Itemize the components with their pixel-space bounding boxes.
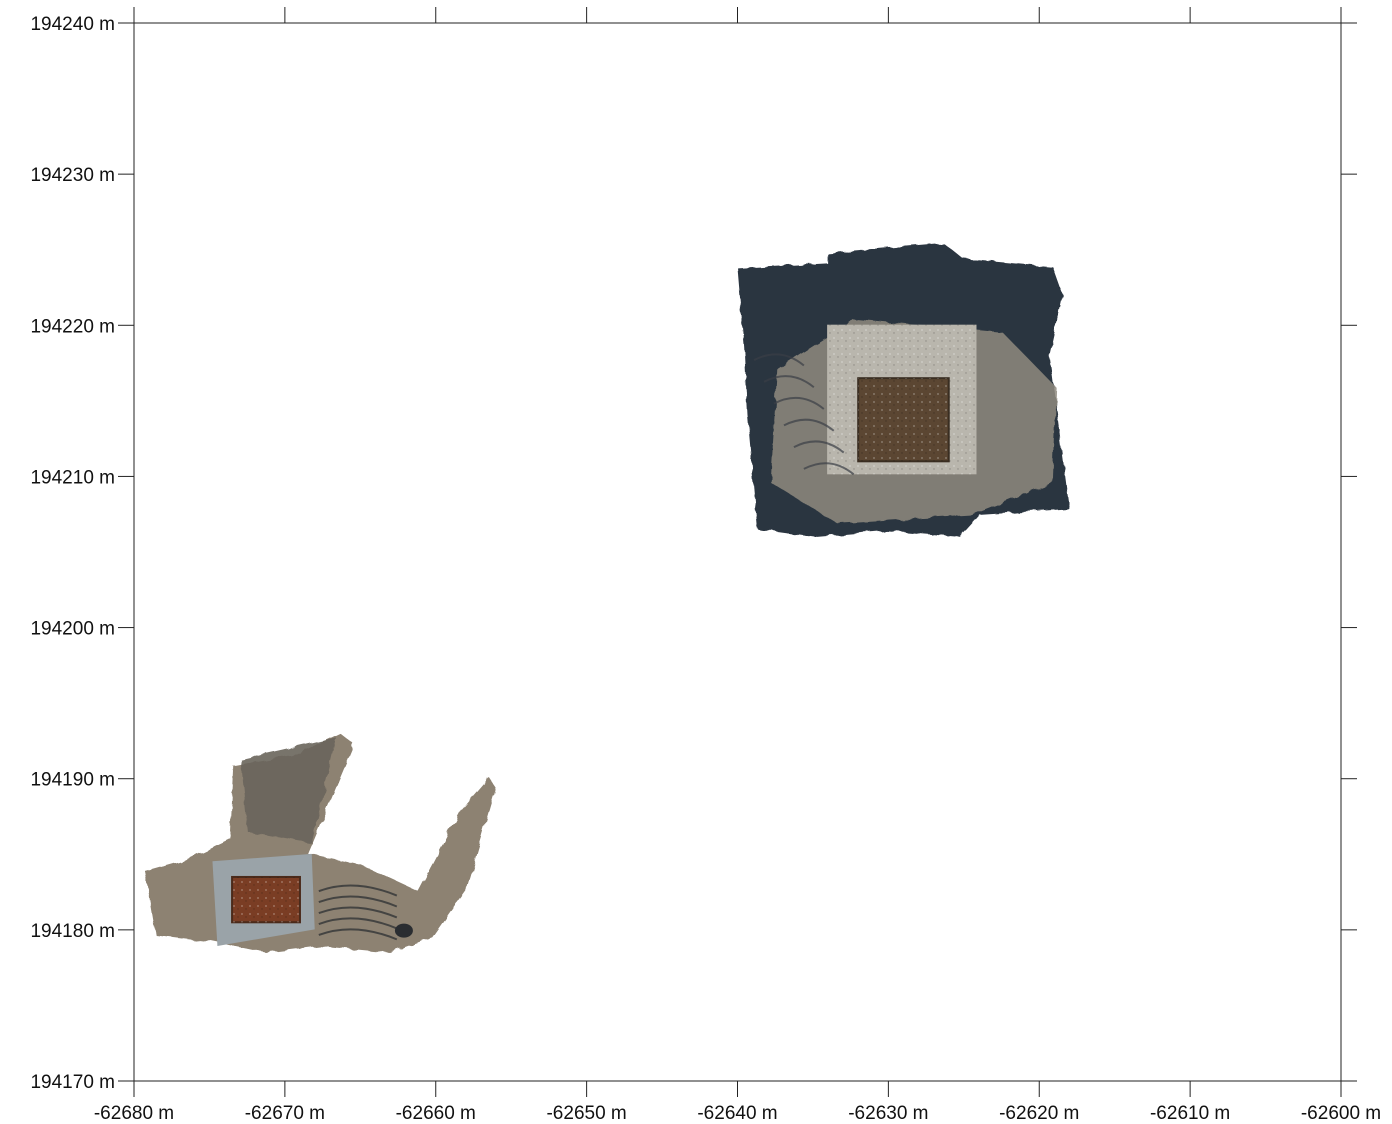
y-tick-label: 194180 m: [30, 921, 115, 942]
tree-shadow-small: [318, 917, 398, 930]
x-tick-label: -62630 m: [848, 1103, 928, 1124]
pit-texture: [858, 378, 949, 462]
x-tick-label: -62640 m: [697, 1103, 777, 1124]
tree-shadow-small: [318, 906, 398, 919]
tree-shadow: [783, 418, 835, 432]
x-tick-label: -62670 m: [245, 1103, 325, 1124]
tree-shadow: [793, 440, 845, 454]
dark-spot: [394, 923, 413, 938]
orthophoto-small-structure: [145, 733, 497, 953]
y-tick-label: 194240 m: [30, 14, 115, 35]
y-tick-label: 194200 m: [30, 619, 115, 640]
x-tick-label: -62610 m: [1150, 1103, 1230, 1124]
y-axis: 194170 m 194180 m 194190 m 194200 m 194210 m…: [30, 14, 1357, 1093]
tree-shadow: [773, 396, 825, 410]
y-tick-label: 194170 m: [30, 1072, 115, 1093]
x-tick-label: -62600 m: [1301, 1103, 1381, 1124]
pit-texture-small: [232, 876, 300, 923]
x-tick-label: -62660 m: [396, 1103, 476, 1124]
x-tick-label: -62650 m: [546, 1103, 626, 1124]
x-axis: -62680 m -62670 m -62660 m -62650 m -62640 m…: [94, 7, 1381, 1124]
y-tick-label: 194220 m: [30, 316, 115, 337]
x-tick-label: -62680 m: [94, 1103, 174, 1124]
tree-shadow: [753, 353, 805, 367]
x-tick-label: -62620 m: [999, 1103, 1079, 1124]
tree-shadow-small: [318, 895, 398, 908]
y-tick-label: 194230 m: [30, 165, 115, 186]
shadow-flap: [240, 737, 337, 843]
orthophoto-layer: [145, 242, 1070, 953]
tree-shadow-small: [318, 928, 398, 941]
tree-shadow: [803, 462, 855, 476]
y-tick-label: 194190 m: [30, 770, 115, 791]
tree-shadow-small: [318, 884, 398, 897]
orthophoto-large-structure: [737, 242, 1070, 537]
y-tick-label: 194210 m: [30, 467, 115, 488]
tree-shadow: [763, 375, 815, 389]
